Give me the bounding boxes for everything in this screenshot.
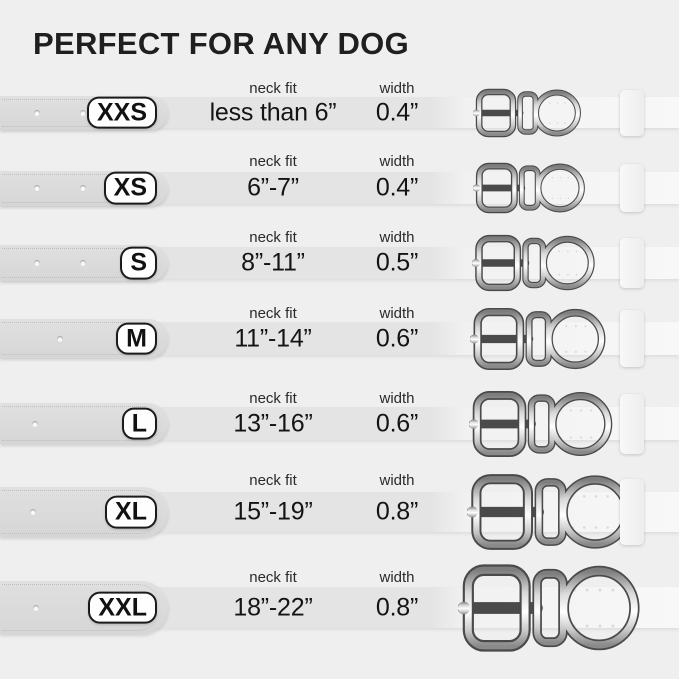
- neck-fit-value: 8”-11”: [241, 248, 305, 277]
- collar-keeper-icon: [620, 479, 644, 545]
- punch-hole-icon: [80, 260, 86, 266]
- width-column-label: width: [379, 390, 415, 407]
- neck-fit-value: 18”-22”: [233, 593, 313, 621]
- width-value: 0.8”: [375, 497, 419, 526]
- width-column-label: width: [379, 229, 415, 246]
- collar-buckle-dring-icon: [473, 162, 587, 214]
- width-value: 0.5”: [375, 248, 419, 277]
- size-badge: L: [121, 407, 157, 440]
- neck-fit-column-label: neck fit: [249, 569, 297, 586]
- neck-fit-column-label: neck fit: [249, 153, 297, 170]
- punch-hole-icon: [30, 509, 36, 515]
- width-value: 0.6”: [375, 409, 419, 437]
- collar-keeper-icon: [620, 310, 644, 367]
- collar-buckle-dring-icon: [470, 307, 608, 371]
- width-value: 0.4”: [375, 98, 419, 126]
- neck-fit-column-label: neck fit: [249, 80, 297, 97]
- size-badge: S: [120, 246, 157, 280]
- punch-hole-icon: [34, 185, 40, 191]
- size-row-xs: neck fit width XS 6”-7” 0.4”: [0, 153, 679, 263]
- size-badge: M: [116, 322, 157, 355]
- size-badge: XS: [103, 171, 157, 205]
- width-value: 0.8”: [375, 593, 419, 621]
- neck-fit-value: less than 6”: [209, 98, 337, 126]
- collar-keeper-icon: [620, 393, 644, 454]
- width-value: 0.4”: [375, 173, 419, 202]
- punch-hole-icon: [80, 185, 86, 191]
- size-row-xl: neck fit width XL 15”-19” 0.8”: [0, 472, 679, 582]
- collar-keeper-icon: [620, 238, 644, 288]
- collar-keeper-icon: [620, 164, 644, 212]
- collar-strap-tail: XS: [0, 170, 168, 206]
- width-value: 0.6”: [375, 324, 419, 352]
- collar-buckle-dring-icon: [469, 390, 615, 458]
- punch-hole-icon: [57, 335, 63, 342]
- size-badge: XXS: [86, 96, 157, 129]
- size-row-m: neck fit width M 11”-14” 0.6”: [0, 305, 679, 415]
- neck-fit-column-label: neck fit: [249, 229, 297, 246]
- collar-buckle-dring-icon: [473, 88, 583, 138]
- punch-hole-icon: [80, 109, 86, 116]
- page-title: PERFECT FOR ANY DOG: [33, 26, 410, 61]
- neck-fit-value: 13”-16”: [233, 409, 313, 437]
- collar-buckle-dring-icon: [458, 563, 643, 653]
- width-column-label: width: [379, 569, 415, 586]
- size-row-s: neck fit width S 8”-11” 0.5”: [0, 229, 679, 339]
- size-badge: XXL: [88, 591, 157, 624]
- collar-buckle-dring-icon: [472, 234, 597, 292]
- size-row-l: neck fit width L 13”-16” 0.6”: [0, 390, 679, 500]
- collar-keeper-icon: [620, 89, 644, 136]
- width-column-label: width: [379, 80, 415, 97]
- collar-strap-tail: M: [0, 319, 168, 358]
- punch-hole-icon: [33, 604, 39, 611]
- punch-hole-icon: [34, 260, 40, 266]
- neck-fit-column-label: neck fit: [249, 472, 297, 489]
- collar-buckle-dring-icon: [467, 473, 635, 551]
- punch-hole-icon: [32, 420, 38, 427]
- size-row-xxs: neck fit width XXS less than 6” 0.4”: [0, 80, 679, 190]
- neck-fit-value: 15”-19”: [233, 497, 313, 526]
- collar-strap-tail: XXL: [0, 581, 168, 634]
- neck-fit-value: 11”-14”: [234, 324, 312, 352]
- size-row-xxl: neck fit width XXL 18”-22” 0.8”: [0, 563, 679, 679]
- punch-hole-icon: [34, 109, 40, 116]
- neck-fit-column-label: neck fit: [249, 305, 297, 322]
- collar-strap-tail: XXS: [0, 95, 168, 130]
- width-column-label: width: [379, 153, 415, 170]
- neck-fit-value: 6”-7”: [247, 173, 299, 202]
- width-column-label: width: [379, 305, 415, 322]
- size-badge: XL: [105, 495, 157, 529]
- collar-strap-tail: XL: [0, 487, 168, 537]
- neck-fit-column-label: neck fit: [249, 390, 297, 407]
- width-column-label: width: [379, 472, 415, 489]
- collar-strap-tail: L: [0, 403, 168, 444]
- collar-strap-tail: S: [0, 245, 168, 281]
